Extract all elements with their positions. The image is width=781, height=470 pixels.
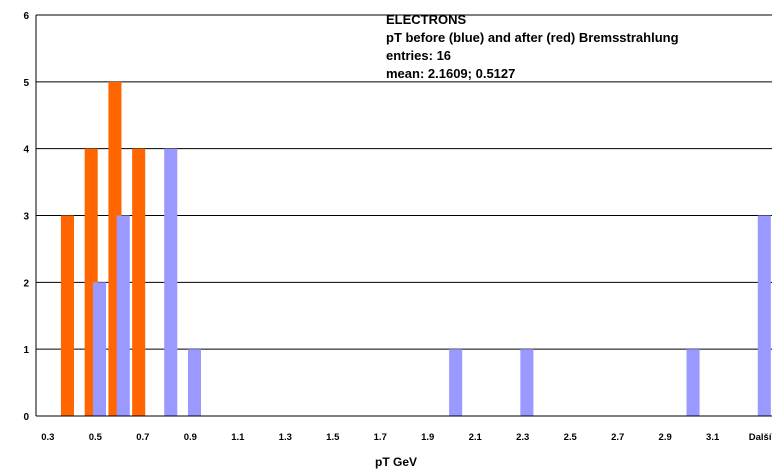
bar-before — [92, 282, 107, 416]
x-tick-label: 0.3 — [41, 432, 54, 443]
gridlines — [36, 14, 772, 350]
x-tick-label: Další — [749, 432, 772, 443]
y-tick-label: 2 — [23, 278, 29, 289]
bars — [60, 81, 771, 416]
bar-before — [187, 349, 202, 416]
y-tick-label: 4 — [23, 145, 29, 156]
bar-before — [520, 349, 534, 416]
y-tick-label: 0 — [23, 412, 29, 423]
y-tick-label: 3 — [23, 212, 29, 223]
bar-before — [757, 215, 771, 416]
x-tick-label: 0.7 — [136, 432, 149, 443]
chart-title: ELECTRONS — [386, 12, 467, 27]
bar-before — [116, 215, 130, 416]
y-tick-label: 6 — [23, 11, 29, 22]
bar-after — [132, 148, 146, 416]
bar-after — [60, 215, 74, 416]
x-tick-label: 1.1 — [231, 432, 245, 443]
bar-before — [686, 349, 700, 416]
mean-annotation: mean: 2.1609; 0.5127 — [386, 66, 516, 81]
bar-before — [449, 349, 463, 416]
x-tick-label: 2.1 — [469, 432, 483, 443]
chart-subtitle: pT before (blue) and after (red) Bremsst… — [386, 30, 679, 45]
x-tick-label: 1.3 — [279, 432, 292, 443]
y-tick-label: 1 — [23, 345, 29, 356]
entries-annotation: entries: 16 — [386, 48, 452, 63]
x-tick-labels: 0.3 0.5 0.7 0.9 1.1 1.3 1.5 1.7 1.9 2.1 2.3 2.5 2.7 2… — [41, 432, 772, 443]
x-tick-label: 1.7 — [374, 432, 387, 443]
bar-before — [164, 148, 178, 416]
y-tick-labels: 0 1 2 3 4 5 6 — [23, 11, 29, 423]
x-tick-label: 2.7 — [611, 432, 624, 443]
x-tick-label: 0.9 — [184, 432, 197, 443]
x-tick-label: 2.3 — [516, 432, 529, 443]
x-tick-label: 2.9 — [659, 432, 672, 443]
x-tick-label: 2.5 — [564, 432, 578, 443]
x-tick-label: 3.1 — [706, 432, 720, 443]
x-tick-label: 1.9 — [421, 432, 434, 443]
y-tick-label: 5 — [23, 78, 29, 89]
x-tick-label: 1.5 — [326, 432, 340, 443]
x-axis-label: pT GeV — [375, 455, 417, 469]
x-tick-label: 0.5 — [89, 432, 103, 443]
